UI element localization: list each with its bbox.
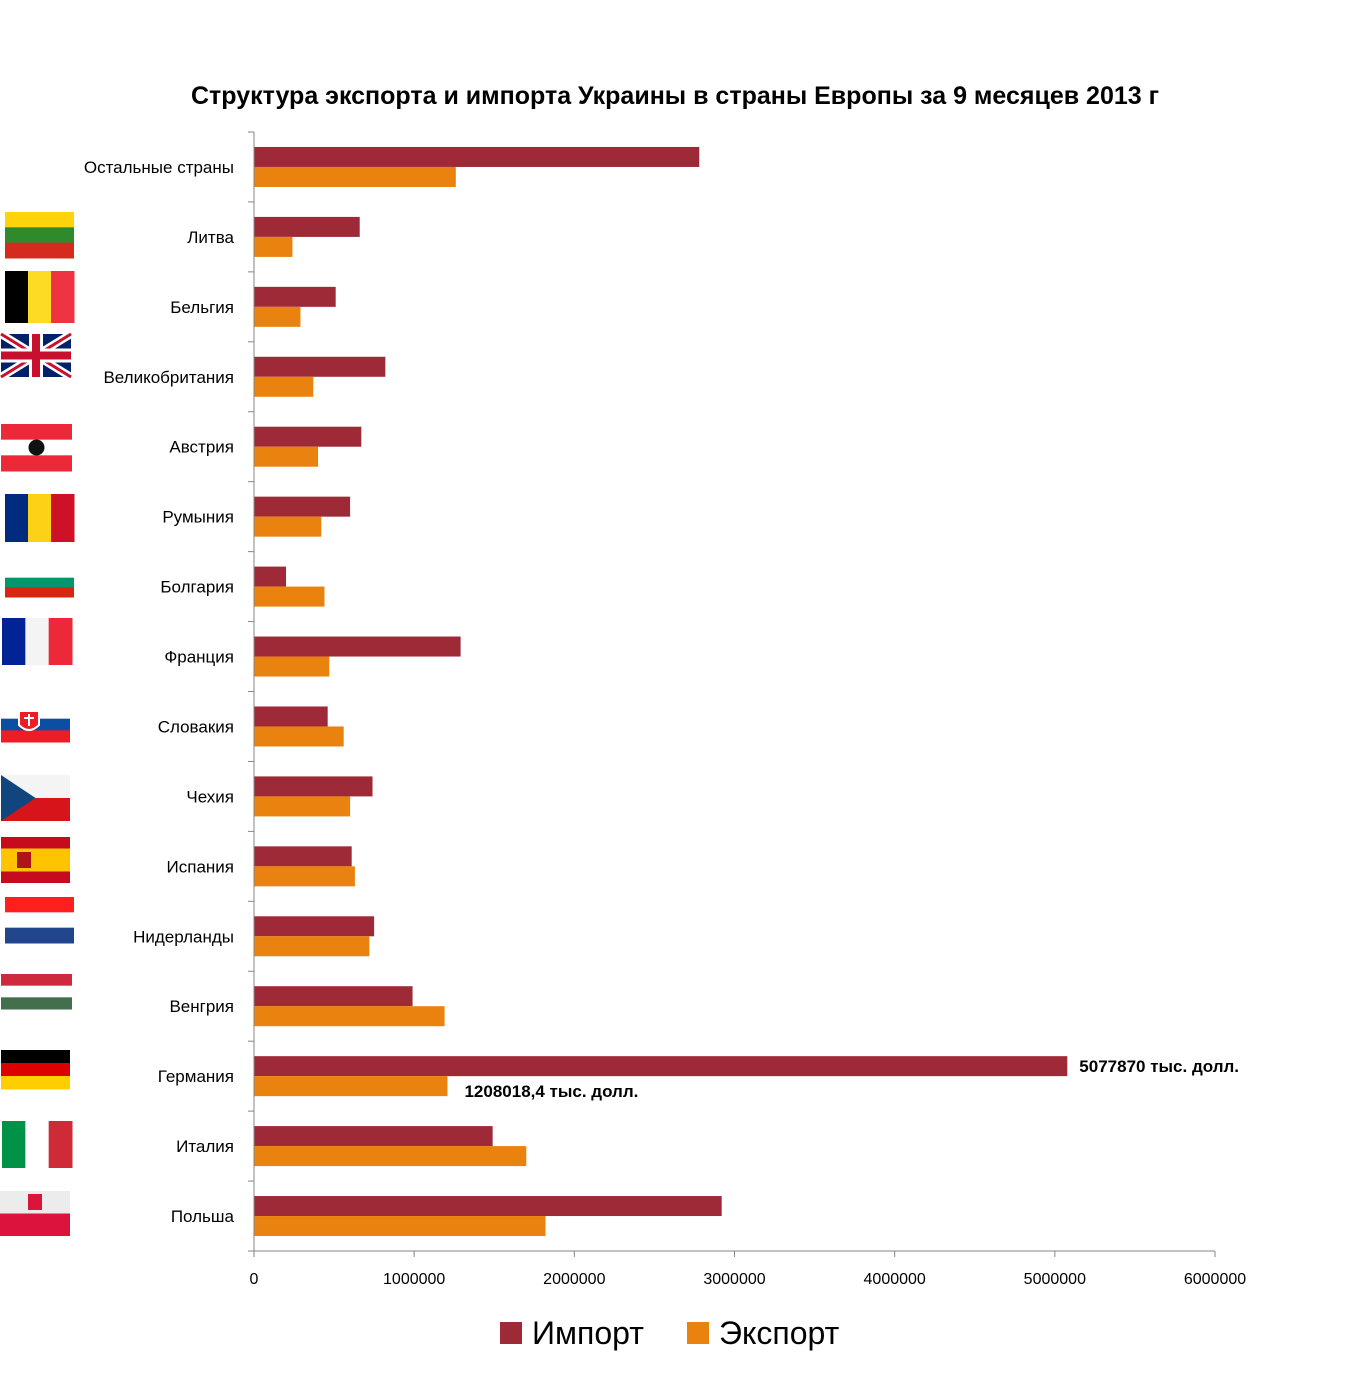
slovakia-flag-icon — [1, 707, 70, 743]
bar-export-австрия — [254, 446, 319, 467]
poland-flag-icon — [0, 1191, 70, 1236]
bar-import-австрия — [254, 426, 362, 447]
bar-export-великобритания — [254, 376, 314, 397]
bar-export-словакия — [254, 726, 344, 747]
flags — [0, 212, 75, 1236]
category-label: Франция — [164, 648, 234, 667]
legend-label-export: Экспорт — [719, 1315, 840, 1351]
hungary-flag-icon — [1, 974, 72, 1010]
czech-flag-icon — [1, 775, 70, 821]
romania-flag-icon — [5, 494, 75, 542]
category-label: Италия — [176, 1137, 234, 1156]
category-label: Словакия — [158, 717, 234, 736]
netherlands-flag-icon — [5, 897, 74, 944]
bar-import-чехия — [254, 776, 373, 797]
category-label: Литва — [187, 228, 234, 247]
category-label: Польша — [171, 1207, 235, 1226]
category-label: Венгрия — [169, 997, 234, 1016]
bar-import-словакия — [254, 706, 328, 727]
bar-export-италия — [254, 1146, 527, 1167]
bar-import-польша — [254, 1196, 722, 1217]
data-label-export: 1208018,4 тыс. долл. — [464, 1082, 638, 1101]
bar-import-болгария — [254, 566, 287, 587]
bar-export-германия — [254, 1076, 448, 1097]
legend-swatch-export — [687, 1322, 709, 1344]
category-label: Испания — [167, 857, 234, 876]
category-label: Великобритания — [103, 368, 234, 387]
legend-swatch-import — [500, 1322, 522, 1344]
x-tick-label: 6000000 — [1184, 1271, 1246, 1288]
category-label: Нидерланды — [133, 927, 234, 946]
x-tick-label: 2000000 — [543, 1271, 605, 1288]
chart-title: Структура экспорта и импорта Украины в с… — [191, 82, 1159, 110]
x-tick-label: 3000000 — [703, 1271, 765, 1288]
bar-export-остальные-страны — [254, 166, 456, 187]
bar-export-румыния — [254, 516, 322, 537]
bar-export-франция — [254, 656, 330, 677]
bar-import-великобритания — [254, 356, 386, 377]
bar-import-франция — [254, 636, 461, 657]
x-tick-label: 0 — [250, 1271, 259, 1288]
belgium-flag-icon — [5, 271, 75, 323]
bar-export-венгрия — [254, 1006, 445, 1027]
bar-import-венгрия — [254, 986, 413, 1007]
category-label: Австрия — [169, 438, 234, 457]
bar-import-италия — [254, 1126, 493, 1147]
bar-export-нидерланды — [254, 936, 370, 957]
category-label: Остальные страны — [84, 158, 234, 177]
bar-import-румыния — [254, 496, 351, 517]
x-tick-label: 1000000 — [383, 1271, 445, 1288]
category-label: Чехия — [186, 787, 234, 806]
italy-flag-icon — [2, 1121, 73, 1168]
france-flag-icon — [2, 618, 73, 665]
category-label: Бельгия — [170, 298, 234, 317]
austria-flag-icon — [1, 424, 72, 472]
legend: Импорт Экспорт — [500, 1315, 840, 1351]
bar-export-болгария — [254, 586, 325, 607]
x-tick-label: 4000000 — [864, 1271, 926, 1288]
bar-import-нидерланды — [254, 916, 375, 937]
uk-flag-icon — [0, 330, 74, 381]
bar-export-чехия — [254, 796, 351, 817]
legend-label-import: Импорт — [532, 1315, 644, 1351]
bar-import-остальные-страны — [254, 146, 700, 167]
category-label: Румыния — [162, 508, 234, 527]
bar-import-германия — [254, 1056, 1068, 1077]
data-label-import: 5077870 тыс. долл. — [1079, 1057, 1239, 1076]
bar-export-литва — [254, 236, 293, 257]
plot-area: 5077870 тыс. долл. 1208018,4 тыс. долл. — [254, 146, 1239, 1237]
bar-export-испания — [254, 866, 355, 887]
bar-import-бельгия — [254, 286, 336, 307]
bulgaria-flag-icon — [5, 568, 74, 598]
bar-export-польша — [254, 1216, 546, 1237]
x-tick-label: 5000000 — [1024, 1271, 1086, 1288]
germany-flag-icon — [1, 1050, 70, 1090]
category-label: Болгария — [160, 578, 234, 597]
category-label: Германия — [158, 1067, 234, 1086]
bar-export-бельгия — [254, 306, 301, 327]
bar-import-испания — [254, 846, 352, 867]
spain-flag-icon — [1, 837, 70, 883]
axes: Остальные страны Литва Бельгия Великобритан… — [84, 131, 1246, 1288]
lithuania-flag-icon — [5, 212, 74, 259]
bar-import-литва — [254, 216, 360, 237]
